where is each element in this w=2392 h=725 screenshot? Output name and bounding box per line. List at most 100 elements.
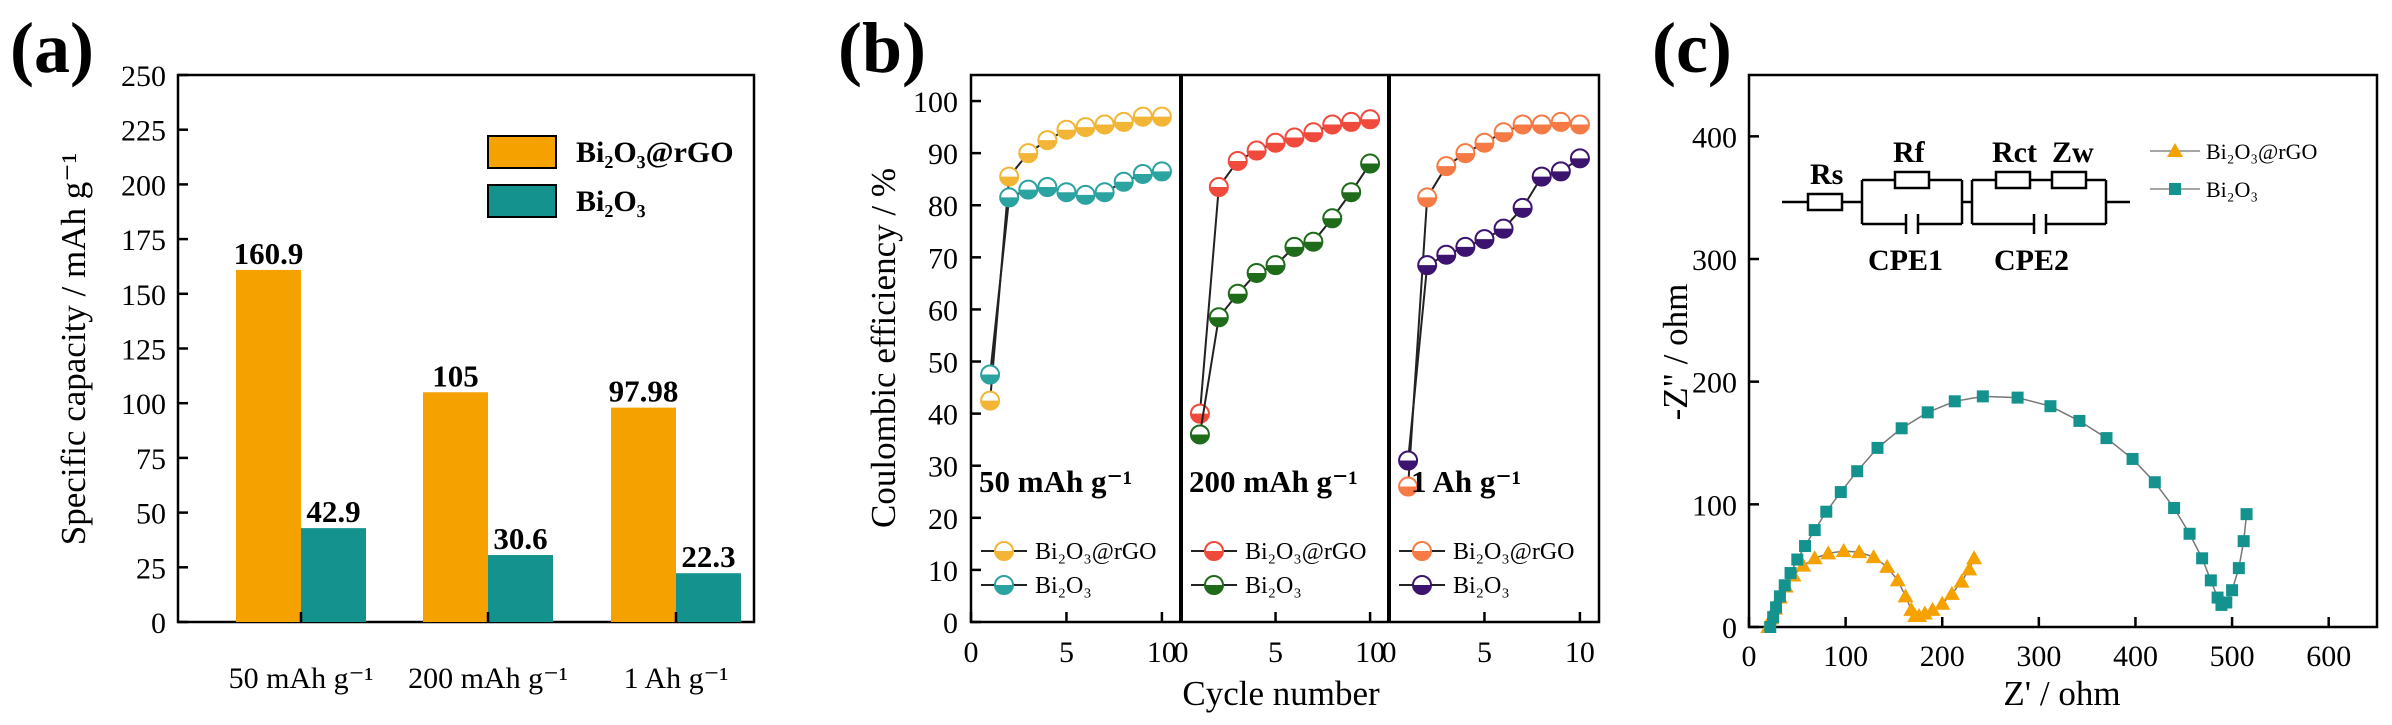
bar-value-label: 160.9 [234, 236, 304, 271]
data-point [1799, 540, 1812, 553]
panel-c-y-ticks: 0 100 200 300 400 [1692, 121, 1759, 645]
x-tick-label: 10 [1147, 636, 1177, 669]
data-point [1770, 601, 1783, 614]
data-point [1784, 567, 1797, 580]
data-point [1934, 595, 1951, 610]
circuit-label-cpe1: CPE1 [1868, 244, 1943, 277]
panel-b-rate-labels: 50 mAh g⁻¹ 200 mAh g⁻¹ 1 Ah g⁻¹ [979, 464, 1521, 499]
y-tick-label: 225 [121, 115, 166, 148]
legend-label-bi2o3-rgo: Bi₂O₃@rGO [576, 136, 734, 169]
bar [611, 407, 676, 622]
legend-marker-square [2169, 183, 2181, 195]
y-tick-label: 100 [121, 388, 166, 421]
circuit-label-cpe2: CPE2 [1994, 244, 2069, 277]
data-point [2204, 574, 2217, 587]
data-point-fill [1570, 124, 1589, 134]
data-point [2226, 584, 2239, 597]
data-point [1851, 465, 1864, 478]
data-point [2148, 476, 2161, 489]
x-tick-label: 600 [2306, 640, 2351, 673]
data-point [2011, 391, 2024, 404]
legend-swatch-bi2o3 [487, 184, 557, 218]
data-point [2168, 502, 2181, 515]
bar-value-label: 97.98 [609, 374, 679, 409]
bar-value-label: 105 [432, 358, 479, 393]
x-tick-label: 5 [1059, 636, 1074, 669]
data-point-fill [1209, 317, 1228, 327]
panel-a-x-labels: 50 mAh g⁻¹ 200 mAh g⁻¹ 1 Ah g⁻¹ [229, 612, 729, 695]
data-point [1961, 561, 1978, 576]
data-point-fill [1551, 121, 1570, 131]
data-point-fill [1038, 140, 1057, 150]
data-point [1948, 395, 1961, 408]
data-point [1921, 406, 1934, 419]
data-point-fill [1190, 434, 1209, 444]
data-point-fill [1000, 197, 1019, 207]
y-tick-label: 200 [121, 169, 166, 202]
y-tick-label: 50 [136, 498, 166, 531]
y-tick-label: 0 [1722, 612, 1737, 645]
data-point-fill [1399, 486, 1418, 496]
data-point [1916, 605, 1933, 620]
y-tick-label: 200 [1692, 367, 1737, 400]
data-point-fill [1285, 137, 1304, 147]
data-point [1820, 545, 1837, 560]
data-point-fill [1285, 246, 1304, 256]
y-tick-label: 60 [928, 294, 958, 327]
panel-b-x-axis-label: Cycle number [1182, 674, 1380, 713]
data-point [1835, 542, 1852, 557]
data-point-fill [1342, 121, 1361, 131]
x-tick-label: 300 [2016, 640, 2061, 673]
y-tick-label: 125 [121, 334, 166, 367]
data-point-fill [1342, 192, 1361, 202]
bar [301, 528, 366, 622]
y-tick-label: 30 [928, 451, 958, 484]
data-point-fill [1361, 163, 1380, 173]
data-point-fill [1076, 127, 1095, 137]
data-point [1778, 579, 1791, 592]
data-point-fill [1456, 246, 1475, 256]
data-point-fill [1418, 265, 1437, 275]
data-point [1889, 572, 1906, 587]
legend-label: Bi₂O₃@rGO [1035, 539, 1157, 565]
x-tick-label: 400 [2113, 640, 2158, 673]
circuit-label-rct: Rct [1992, 136, 2037, 169]
data-point-fill [1209, 187, 1228, 197]
data-point [1764, 621, 1777, 633]
legend-marker-fill [1413, 585, 1431, 594]
data-point-fill [1323, 218, 1342, 228]
data-point-fill [1247, 272, 1266, 282]
y-tick-label: 40 [928, 399, 958, 432]
data-point [1806, 550, 1823, 565]
bar [488, 555, 553, 622]
rate-label: 200 mAh g⁻¹ [1189, 464, 1358, 499]
data-point [2044, 400, 2057, 413]
data-point-fill [1247, 150, 1266, 160]
data-point-fill [1057, 192, 1076, 202]
panel-a-y-ticks: 0 25 50 75 100 125 150 175 200 225 250 [121, 60, 188, 640]
panel-c-label: (c) [1652, 8, 1732, 88]
y-tick-label: 70 [928, 242, 958, 275]
legend-marker-fill [995, 551, 1013, 560]
rate-label: 50 mAh g⁻¹ [979, 464, 1132, 499]
x-tick-label: 500 [2210, 640, 2255, 673]
y-tick-label: 100 [1692, 489, 1737, 522]
panel-a-y-axis-label: Specific capacity / mAh g⁻¹ [54, 153, 93, 545]
data-point [1966, 550, 1983, 565]
data-point-fill [1114, 121, 1133, 131]
data-point-fill [1494, 228, 1513, 238]
data-point-fill [1190, 413, 1209, 423]
bar [676, 573, 741, 622]
x-tick-label: 1 Ah g⁻¹ [624, 662, 729, 695]
y-tick-label: 75 [136, 443, 166, 476]
x-tick-label: 0 [1742, 640, 1757, 673]
panel-b-y-ticks: 0 10 20 30 40 50 60 70 80 90 100 [913, 86, 981, 640]
bar [236, 269, 301, 622]
panel-b-y-axis-label: Coulombic efficiency / % [864, 168, 903, 528]
panel-b-x-ticks: 0 5 100 5 100 5 10 [964, 612, 1595, 669]
legend-label: Bi₂O₃ [1035, 573, 1092, 599]
x-tick-label: 0 [964, 636, 979, 669]
legend-marker-fill [1205, 585, 1223, 594]
data-point-fill [981, 400, 1000, 410]
